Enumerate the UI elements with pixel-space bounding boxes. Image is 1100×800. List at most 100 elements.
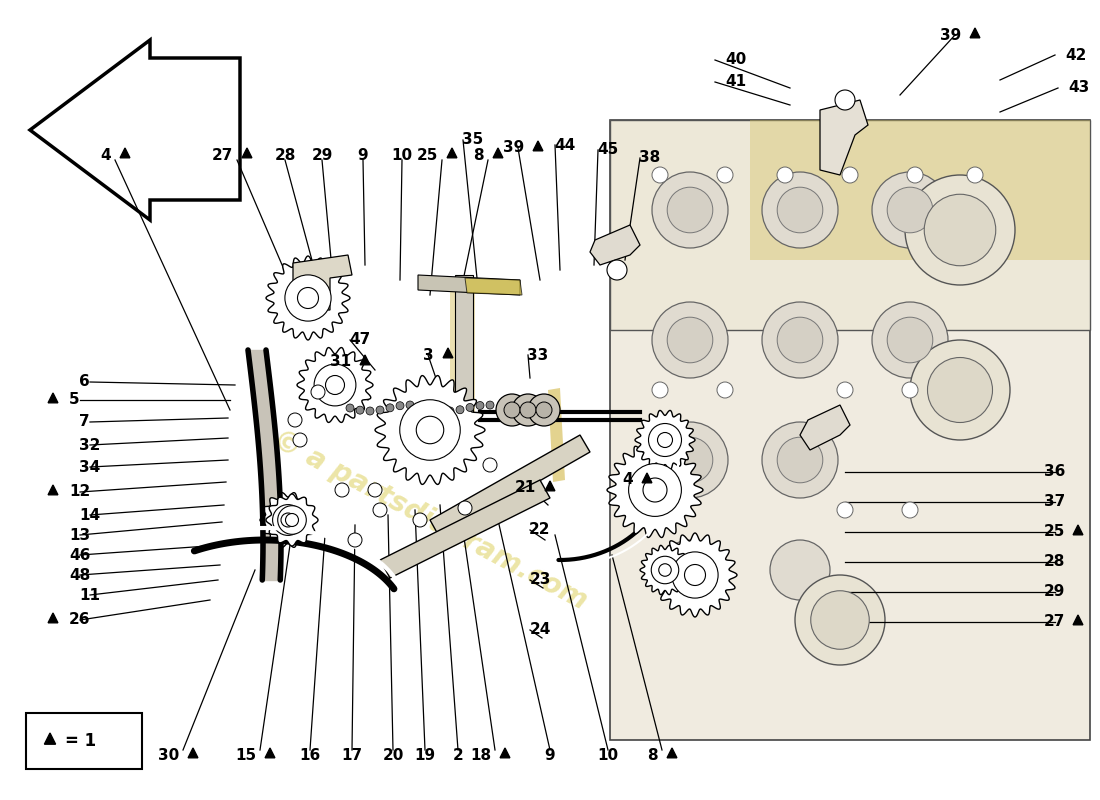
Polygon shape bbox=[260, 493, 316, 547]
Circle shape bbox=[476, 402, 484, 410]
Circle shape bbox=[778, 187, 823, 233]
Circle shape bbox=[652, 502, 668, 518]
Circle shape bbox=[466, 403, 474, 411]
Text: 14: 14 bbox=[79, 507, 100, 522]
Circle shape bbox=[905, 175, 1015, 285]
Text: 7: 7 bbox=[79, 414, 89, 430]
Polygon shape bbox=[242, 148, 252, 158]
Circle shape bbox=[659, 564, 671, 576]
Circle shape bbox=[835, 90, 855, 110]
Text: 33: 33 bbox=[527, 347, 549, 362]
Text: 10: 10 bbox=[597, 747, 618, 762]
Circle shape bbox=[285, 275, 331, 321]
Polygon shape bbox=[266, 494, 318, 546]
Circle shape bbox=[373, 503, 387, 517]
Circle shape bbox=[280, 513, 295, 527]
Text: 40: 40 bbox=[725, 53, 746, 67]
Circle shape bbox=[311, 385, 324, 399]
Circle shape bbox=[910, 340, 1010, 440]
Text: 9: 9 bbox=[358, 147, 368, 162]
Circle shape bbox=[842, 167, 858, 183]
FancyBboxPatch shape bbox=[455, 275, 473, 435]
Circle shape bbox=[652, 172, 728, 248]
Text: 3: 3 bbox=[424, 347, 434, 362]
Polygon shape bbox=[447, 148, 456, 158]
Text: 27: 27 bbox=[211, 147, 233, 162]
Circle shape bbox=[520, 402, 536, 418]
Circle shape bbox=[872, 302, 948, 378]
Text: 24: 24 bbox=[529, 622, 551, 638]
Polygon shape bbox=[635, 410, 695, 470]
Polygon shape bbox=[610, 120, 1090, 330]
Text: 4: 4 bbox=[623, 473, 632, 487]
Circle shape bbox=[348, 533, 362, 547]
Circle shape bbox=[778, 317, 823, 363]
Polygon shape bbox=[465, 278, 522, 295]
Circle shape bbox=[326, 375, 344, 394]
Polygon shape bbox=[120, 148, 130, 158]
Circle shape bbox=[762, 302, 838, 378]
Circle shape bbox=[668, 317, 713, 363]
Text: 42: 42 bbox=[1065, 47, 1087, 62]
Text: 36: 36 bbox=[1044, 465, 1065, 479]
Circle shape bbox=[458, 501, 472, 515]
Text: 34: 34 bbox=[79, 459, 100, 474]
Circle shape bbox=[504, 402, 520, 418]
Circle shape bbox=[456, 406, 464, 414]
Text: 22: 22 bbox=[529, 522, 551, 538]
Text: 9: 9 bbox=[544, 747, 556, 762]
Text: 28: 28 bbox=[1044, 554, 1065, 570]
Text: 2: 2 bbox=[452, 747, 463, 762]
Text: 37: 37 bbox=[1044, 494, 1065, 510]
Polygon shape bbox=[800, 405, 850, 450]
Circle shape bbox=[668, 187, 713, 233]
Polygon shape bbox=[1074, 615, 1082, 625]
Circle shape bbox=[628, 464, 681, 517]
Text: © a partsdiagram.com: © a partsdiagram.com bbox=[268, 425, 592, 615]
Circle shape bbox=[273, 505, 304, 535]
Text: 39: 39 bbox=[939, 27, 961, 42]
Polygon shape bbox=[548, 388, 565, 482]
Polygon shape bbox=[653, 533, 737, 617]
Circle shape bbox=[777, 167, 793, 183]
Circle shape bbox=[668, 437, 713, 482]
Circle shape bbox=[649, 423, 682, 457]
Text: 25: 25 bbox=[1044, 525, 1065, 539]
Circle shape bbox=[672, 552, 718, 598]
Polygon shape bbox=[48, 485, 58, 494]
Circle shape bbox=[406, 401, 414, 409]
Circle shape bbox=[356, 406, 364, 414]
Text: 45: 45 bbox=[597, 142, 618, 158]
Text: 48: 48 bbox=[69, 567, 90, 582]
Circle shape bbox=[436, 406, 444, 414]
Circle shape bbox=[658, 433, 672, 447]
Text: 15: 15 bbox=[235, 747, 256, 762]
Circle shape bbox=[762, 172, 838, 248]
Text: 4: 4 bbox=[100, 147, 111, 162]
Text: 23: 23 bbox=[529, 573, 551, 587]
Circle shape bbox=[297, 287, 319, 309]
Polygon shape bbox=[297, 347, 373, 422]
Circle shape bbox=[908, 167, 923, 183]
Polygon shape bbox=[443, 348, 453, 358]
Polygon shape bbox=[360, 355, 370, 365]
Circle shape bbox=[651, 556, 679, 584]
Polygon shape bbox=[640, 546, 690, 594]
Polygon shape bbox=[500, 748, 510, 758]
Text: 28: 28 bbox=[274, 147, 296, 162]
Text: 26: 26 bbox=[69, 613, 90, 627]
Text: = 1: = 1 bbox=[65, 732, 96, 750]
Text: 35: 35 bbox=[462, 133, 484, 147]
Circle shape bbox=[795, 575, 886, 665]
Circle shape bbox=[778, 437, 823, 482]
Text: 27: 27 bbox=[1044, 614, 1065, 630]
Text: 46: 46 bbox=[69, 547, 90, 562]
Polygon shape bbox=[48, 613, 58, 622]
Text: 13: 13 bbox=[69, 527, 90, 542]
Circle shape bbox=[416, 416, 443, 444]
Circle shape bbox=[902, 502, 918, 518]
Text: 30: 30 bbox=[157, 747, 179, 762]
Circle shape bbox=[652, 167, 668, 183]
Text: 19: 19 bbox=[415, 747, 436, 762]
FancyBboxPatch shape bbox=[610, 120, 1090, 740]
